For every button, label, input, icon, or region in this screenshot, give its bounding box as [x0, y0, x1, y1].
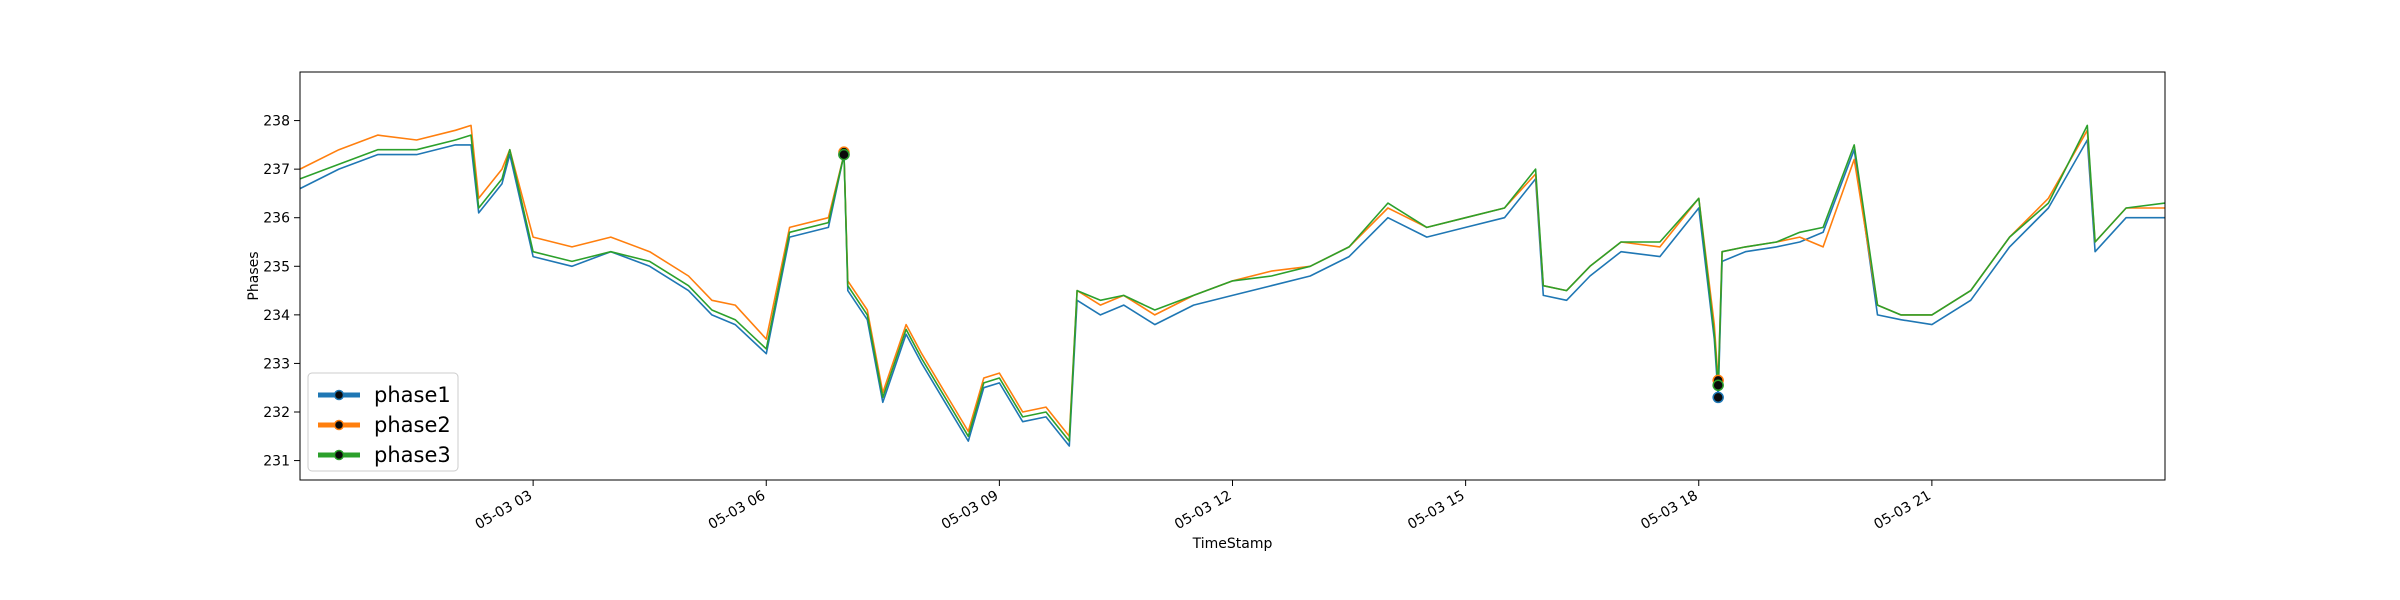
y-axis: 231 232 233 234 235 236 237 238 — [263, 114, 300, 470]
y-axis-label: Phases — [246, 251, 262, 300]
series-line-phase3 — [299, 124, 2166, 442]
series-layer — [299, 124, 2166, 447]
y-tick-label-2: 233 — [263, 356, 290, 372]
series-line-phase1 — [299, 139, 2165, 447]
legend-label-phase1: phase1 — [374, 383, 451, 407]
y-tick-label-0: 231 — [263, 454, 290, 470]
marker-phase3-2 — [838, 148, 850, 161]
legend-marker-phase2 — [333, 419, 345, 431]
marker-phase1-3 — [1712, 391, 1724, 404]
y-tick-label-1: 232 — [263, 405, 290, 421]
legend-marker-phase1 — [333, 389, 345, 401]
marker-layer — [838, 146, 1724, 404]
series-line-phase2 — [299, 124, 2165, 438]
legend-marker-phase3 — [333, 449, 345, 461]
x-axis-label: TimeStamp — [1192, 536, 1273, 552]
y-tick-label-5: 236 — [263, 211, 290, 227]
y-tick-label-3: 234 — [263, 308, 290, 324]
legend-label-phase2: phase2 — [374, 413, 451, 437]
legend: phase1 phase2 phase3 — [307, 372, 459, 472]
y-tick-label-7: 238 — [263, 114, 290, 130]
marker-phase3-5 — [1712, 379, 1724, 392]
y-tick-label-6: 237 — [263, 162, 290, 178]
legend-label-phase3: phase3 — [374, 443, 451, 467]
y-tick-label-4: 235 — [263, 259, 290, 275]
